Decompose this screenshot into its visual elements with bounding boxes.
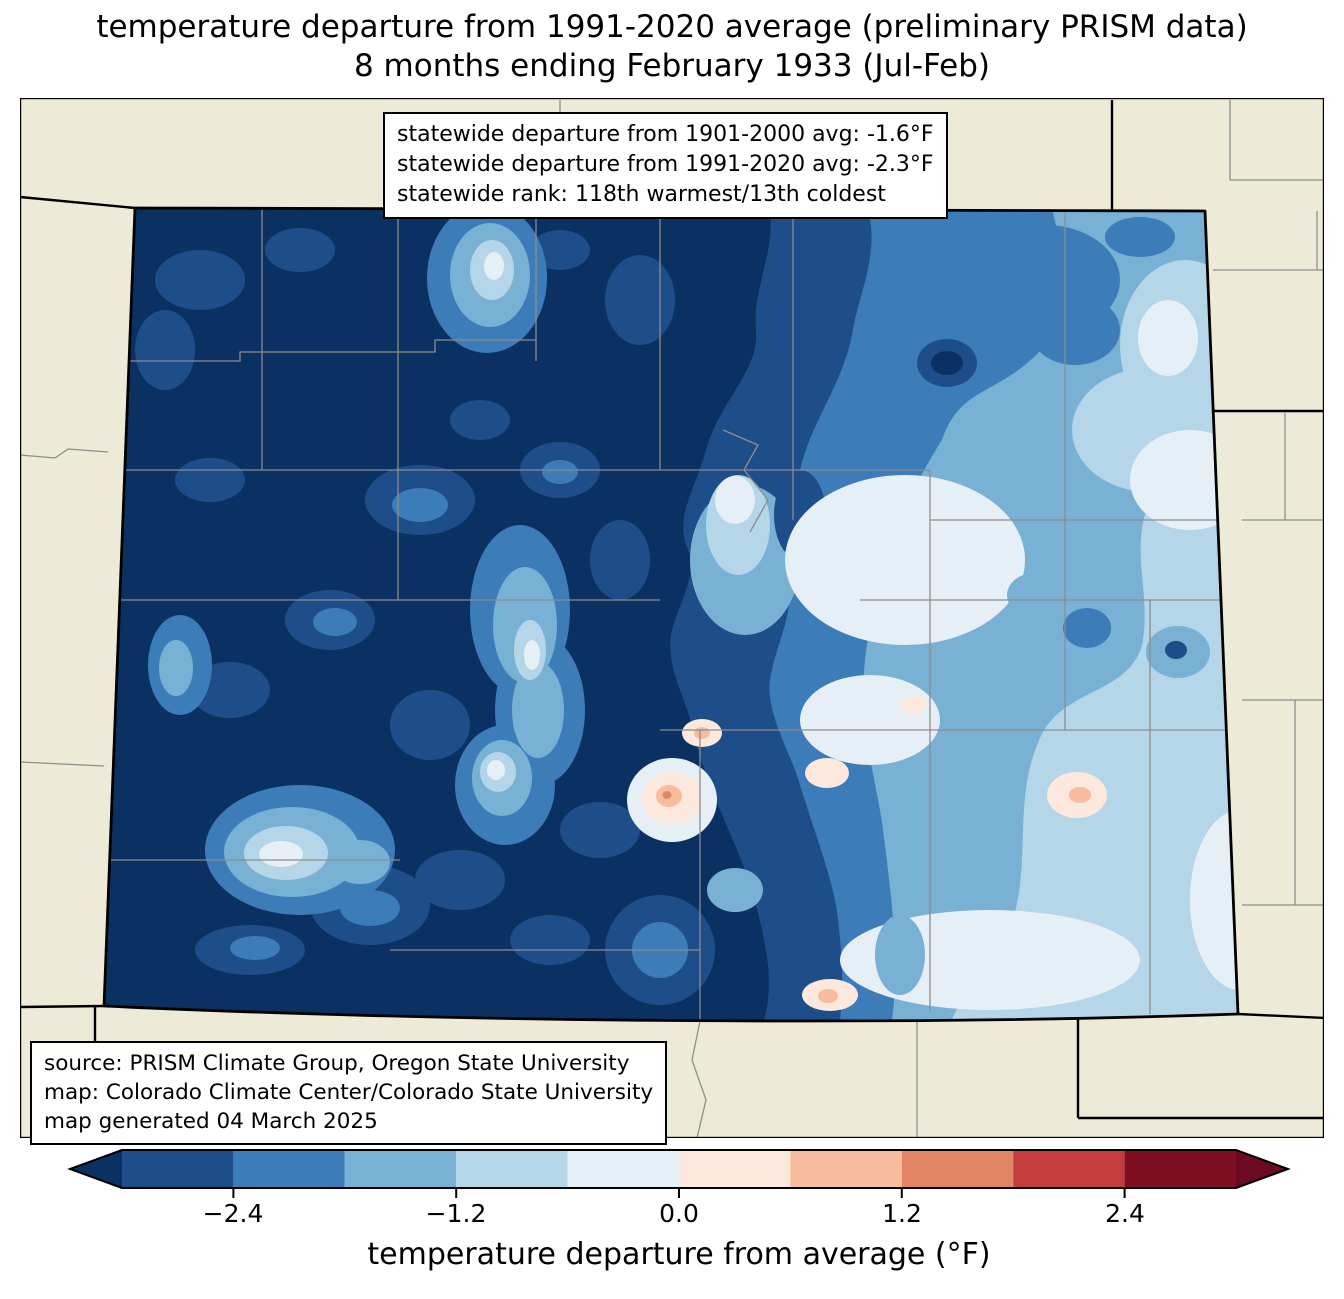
colorbar-outline [67, 1149, 1291, 1189]
source-box: source: PRISM Climate Group, Oregon Stat… [30, 1041, 668, 1145]
colorbar-segments [122, 1150, 1236, 1188]
tick-label-neg1.2: −1.2 [425, 1199, 487, 1228]
colorbar-over-arrow [1236, 1150, 1288, 1188]
stats-line-1: statewide departure from 1901-2000 avg: … [397, 122, 934, 147]
stats-line-2: statewide departure from 1991-2020 avg: … [397, 152, 934, 177]
tick-label-0.0: 0.0 [659, 1199, 699, 1228]
colorbar-axis-label: temperature departure from average (°F) [367, 1237, 991, 1272]
tick-label-2.4: 2.4 [1105, 1199, 1145, 1228]
west-mottling [135, 228, 715, 1005]
stats-box: statewide departure from 1901-2000 avg: … [383, 112, 948, 219]
figure-title: temperature departure from 1991-2020 ave… [0, 8, 1344, 86]
contour-field [104, 208, 1238, 1021]
northeast-blobs [917, 217, 1175, 387]
colorbar-ticks [232, 1188, 1126, 1198]
colorbar [67, 1149, 1291, 1198]
source-line-1: source: PRISM Climate Group, Oregon Stat… [44, 1051, 630, 1076]
tick-label-neg2.4: −2.4 [202, 1199, 264, 1228]
north-central-light-patch [427, 208, 547, 353]
neighbor-county-lines [20, 100, 1324, 1138]
source-line-3: map generated 04 March 2025 [44, 1109, 378, 1134]
colorado-state-border [102, 206, 1240, 1023]
stats-line-3: statewide rank: 118th warmest/13th colde… [397, 182, 886, 207]
colorado-anomaly-map [20, 98, 1324, 1138]
colorado-county-lines [105, 208, 1238, 1020]
title-line-2: 8 months ending February 1933 (Jul-Feb) [353, 48, 990, 84]
colorbar-under-arrow [70, 1150, 122, 1188]
southwest-light-cluster [148, 615, 395, 915]
tick-label-1.2: 1.2 [882, 1199, 922, 1228]
source-line-2: map: Colorado Climate Center/Colorado St… [44, 1080, 654, 1105]
title-line-1: temperature departure from 1991-2020 ave… [96, 9, 1248, 45]
warm-anomaly-spots [627, 696, 1107, 1011]
central-light-chain [455, 525, 585, 845]
